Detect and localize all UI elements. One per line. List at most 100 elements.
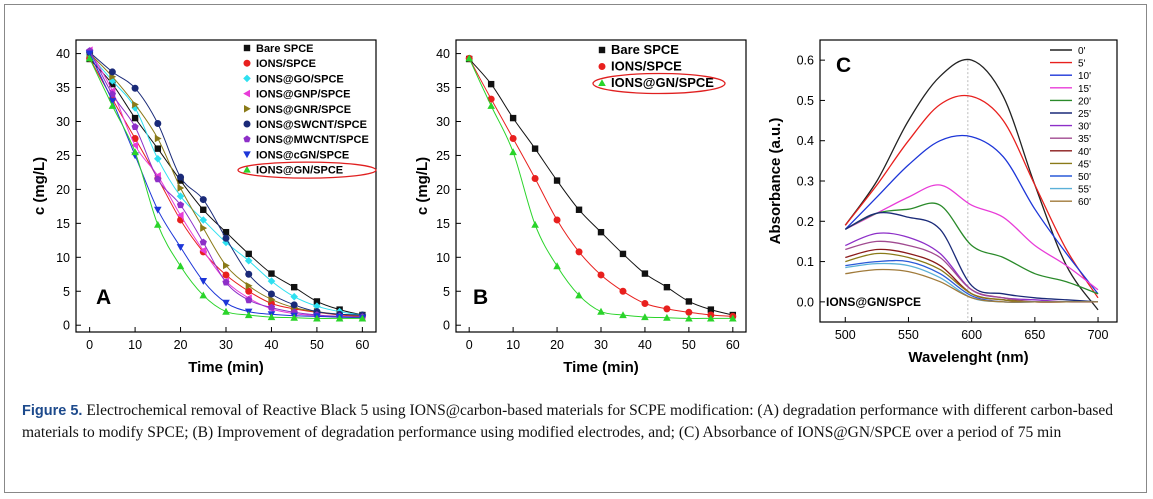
y-tick-label: 0.2: [797, 215, 814, 229]
data-point: [131, 123, 139, 130]
legend-label: IONS@SWCNT/SPCE: [256, 119, 367, 131]
data-point: [222, 228, 230, 236]
data-point: [685, 298, 693, 305]
data-point: [176, 211, 184, 219]
data-point: [222, 271, 230, 279]
data-point: [245, 287, 253, 295]
data-point: [268, 270, 275, 277]
x-tick-label: 550: [898, 328, 919, 342]
data-point: [575, 248, 583, 256]
y-tick-label: 5: [63, 285, 70, 299]
x-tick-label: 600: [961, 328, 982, 342]
legend-item-20: 20': [1050, 96, 1091, 107]
y-tick-label: 10: [56, 251, 70, 265]
legend-item-15: 15': [1050, 84, 1091, 95]
data-point: [553, 216, 561, 224]
series-30: [845, 232, 1099, 303]
legend-label: 10': [1078, 71, 1091, 82]
data-point: [132, 100, 139, 109]
legend-label: 35': [1078, 134, 1091, 145]
legend-label: 50': [1078, 172, 1091, 183]
data-point: [663, 283, 671, 291]
series-10: [844, 134, 1099, 295]
data-point: [131, 114, 139, 122]
data-point: [663, 313, 671, 321]
series-line: [845, 184, 1099, 291]
data-point: [199, 291, 208, 299]
data-point: [641, 270, 649, 277]
legend-item-ions-swcnt-spce: IONS@SWCNT/SPCE: [243, 119, 367, 131]
series-line: [844, 134, 1099, 295]
legend: Bare SPCE IONS/SPCE IONS@GO/SPCE IONS@GNP/S…: [237, 43, 377, 179]
legend-marker: [243, 44, 251, 52]
x-tick-label: 650: [1024, 328, 1045, 342]
legend-item-bare-spce: Bare SPCE: [243, 43, 313, 55]
legend-label: 55': [1078, 185, 1091, 196]
legend-label: IONS@GNP/SPCE: [256, 89, 350, 101]
panel-letter: C: [836, 54, 851, 77]
data-point: [222, 278, 230, 286]
data-point: [177, 184, 185, 192]
data-point: [575, 291, 583, 299]
data-point: [85, 50, 94, 58]
data-point: [685, 308, 693, 316]
legend-marker: [243, 120, 251, 128]
legend-marker: [598, 46, 606, 54]
figure-caption: Figure 5. Electrochemical removal of Rea…: [22, 400, 1132, 443]
caption-text: Electrochemical removal of Reactive Blac…: [22, 402, 1114, 441]
data-point: [267, 290, 275, 298]
data-point: [244, 311, 253, 319]
series-line: [844, 58, 1099, 311]
data-point: [509, 134, 517, 142]
data-point: [85, 54, 94, 62]
legend-item-ions-gnr-spce: IONS@GNR/SPCE: [244, 104, 351, 116]
data-point: [199, 278, 208, 285]
series-line: [844, 94, 1099, 299]
data-point: [176, 201, 185, 209]
y-tick-label: 30: [436, 115, 450, 129]
data-point: [597, 271, 605, 279]
data-point: [685, 314, 693, 322]
x-tick-label: 40: [265, 338, 279, 352]
data-point: [199, 238, 207, 246]
legend-item-60: 60': [1050, 197, 1091, 208]
data-point: [131, 84, 139, 92]
data-point: [575, 206, 583, 213]
x-tick-label: 60: [726, 338, 740, 352]
legend-label: 0': [1078, 46, 1086, 57]
y-tick-label: 25: [56, 149, 70, 163]
y-tick-label: 20: [56, 183, 70, 197]
data-point: [245, 282, 253, 290]
data-point: [290, 283, 298, 291]
legend-label: Bare SPCE: [611, 42, 679, 57]
x-tick-label: 50: [682, 338, 696, 352]
legend-item-25: 25': [1050, 109, 1091, 120]
legend-item-40: 40': [1050, 147, 1091, 158]
y-tick-label: 35: [56, 81, 70, 95]
legend-label: IONS/SPCE: [256, 58, 316, 70]
series-line: [845, 232, 1099, 303]
series-line: [845, 268, 1098, 303]
data-point: [619, 311, 627, 319]
data-point: [465, 54, 473, 62]
data-point: [313, 314, 321, 322]
series-ions-gn-spce: [85, 54, 367, 322]
data-point: [267, 313, 276, 321]
data-point: [154, 120, 162, 128]
series-ions-spce: [465, 54, 737, 320]
y-tick-label: 30: [56, 115, 70, 129]
data-point: [267, 277, 276, 285]
legend-marker: [243, 151, 251, 159]
y-tick-label: 0.1: [797, 255, 814, 269]
caption-label: Figure 5.: [22, 403, 83, 419]
legend-item-45: 45': [1050, 159, 1091, 170]
series-ions-gn-spce: [465, 54, 737, 322]
data-point: [729, 314, 737, 322]
legend-marker: [243, 135, 251, 143]
data-point: [108, 102, 117, 109]
data-point: [487, 95, 495, 103]
data-point: [131, 134, 139, 142]
y-axis-label: c (mg/L): [31, 157, 48, 215]
